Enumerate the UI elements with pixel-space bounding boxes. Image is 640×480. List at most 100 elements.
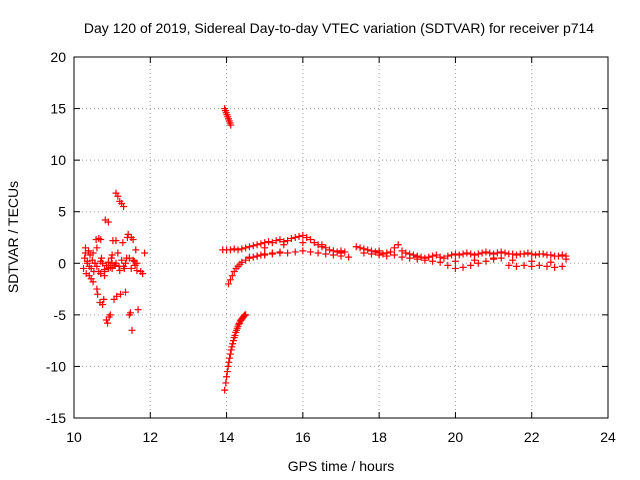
y-tick-label: 15 bbox=[50, 101, 66, 117]
data-point bbox=[306, 236, 314, 244]
data-point bbox=[364, 246, 372, 254]
data-point bbox=[112, 259, 120, 267]
data-point bbox=[139, 270, 147, 278]
data-point bbox=[238, 245, 246, 253]
data-point bbox=[444, 261, 452, 269]
x-tick-label: 20 bbox=[448, 429, 464, 445]
x-tick-label: 18 bbox=[371, 429, 387, 445]
data-point bbox=[93, 285, 101, 293]
data-point bbox=[284, 237, 292, 245]
data-point bbox=[535, 261, 543, 269]
data-point bbox=[81, 249, 89, 257]
series-14h-upper-arc bbox=[221, 105, 235, 129]
data-point bbox=[121, 259, 129, 267]
data-point bbox=[409, 251, 417, 259]
grid bbox=[74, 57, 608, 418]
data-point bbox=[234, 246, 242, 254]
data-point bbox=[303, 234, 311, 241]
data-point bbox=[562, 255, 570, 263]
data-point bbox=[268, 239, 276, 247]
data-point bbox=[126, 309, 134, 317]
data-point bbox=[117, 290, 125, 298]
series-early-scattered bbox=[80, 189, 149, 334]
data-point bbox=[387, 248, 395, 256]
data-point bbox=[463, 249, 471, 257]
data-point bbox=[104, 218, 112, 226]
data-point bbox=[83, 259, 91, 267]
data-point bbox=[310, 239, 318, 247]
data-point bbox=[227, 121, 235, 129]
data-point bbox=[99, 259, 107, 267]
data-point bbox=[276, 236, 284, 244]
data-point bbox=[127, 264, 135, 272]
data-point bbox=[133, 259, 141, 267]
data-point bbox=[291, 234, 299, 241]
data-point bbox=[107, 254, 115, 262]
data-point bbox=[121, 288, 129, 296]
data-point bbox=[539, 250, 547, 258]
x-tick-label: 10 bbox=[66, 429, 82, 445]
data-point bbox=[490, 254, 498, 262]
data-point bbox=[226, 350, 234, 358]
data-point bbox=[318, 241, 326, 249]
y-tick-label: 20 bbox=[50, 49, 66, 65]
data-point bbox=[253, 241, 261, 249]
data-point bbox=[133, 267, 141, 275]
data-point bbox=[432, 251, 440, 259]
data-point bbox=[231, 331, 239, 339]
data-point bbox=[459, 250, 467, 258]
data-point bbox=[114, 249, 122, 257]
data-point bbox=[240, 312, 248, 320]
data-point bbox=[333, 248, 341, 256]
data-point bbox=[224, 362, 232, 370]
data-point bbox=[509, 250, 517, 258]
data-point bbox=[345, 253, 353, 261]
data-point bbox=[356, 244, 364, 252]
data-point bbox=[261, 251, 269, 259]
data-point bbox=[242, 244, 250, 252]
data-point bbox=[543, 262, 551, 270]
x-axis-ticks: 10 12 14 16 18 20 22 24 bbox=[66, 57, 616, 445]
x-tick-label: 24 bbox=[600, 429, 616, 445]
series-lower-band bbox=[245, 247, 566, 272]
data-point bbox=[390, 244, 398, 252]
data-point bbox=[101, 272, 109, 280]
data-point bbox=[257, 240, 265, 248]
data-point bbox=[261, 244, 269, 252]
data-point bbox=[89, 278, 97, 286]
data-point bbox=[253, 252, 261, 260]
data-point bbox=[295, 232, 303, 240]
data-point bbox=[448, 251, 456, 259]
y-tick-label: 10 bbox=[50, 152, 66, 168]
y-tick-label: 0 bbox=[58, 255, 66, 271]
data-point bbox=[224, 280, 232, 288]
data-point bbox=[497, 248, 505, 256]
data-point bbox=[93, 262, 101, 270]
data-point bbox=[352, 243, 360, 251]
data-point bbox=[87, 264, 95, 272]
data-point bbox=[245, 243, 253, 251]
data-point bbox=[337, 247, 345, 255]
data-point bbox=[436, 258, 444, 266]
data-point bbox=[242, 256, 250, 264]
data-point bbox=[520, 250, 528, 258]
data-point bbox=[341, 248, 349, 256]
data-point bbox=[235, 320, 243, 328]
data-point bbox=[478, 249, 486, 257]
data-point bbox=[112, 237, 120, 245]
x-tick-label: 14 bbox=[219, 429, 235, 445]
data-point bbox=[299, 231, 307, 239]
data-point bbox=[268, 250, 276, 258]
data-point bbox=[125, 254, 133, 262]
data-point bbox=[134, 306, 142, 314]
data-point bbox=[451, 264, 459, 272]
data-point bbox=[314, 249, 322, 257]
data-point bbox=[129, 256, 137, 264]
y-tick-label: -5 bbox=[54, 307, 67, 323]
data-point bbox=[406, 254, 414, 262]
data-point bbox=[383, 252, 391, 260]
data-point bbox=[528, 250, 536, 258]
x-axis-label: GPS time / hours bbox=[288, 458, 395, 474]
data-point bbox=[287, 235, 295, 243]
